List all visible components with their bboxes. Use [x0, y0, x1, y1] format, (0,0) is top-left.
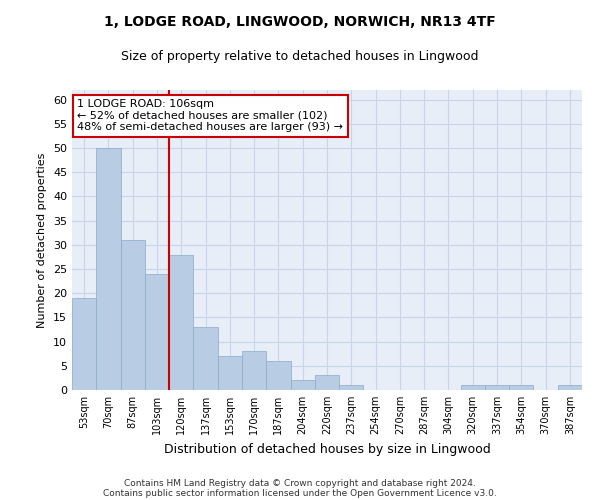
Text: 1 LODGE ROAD: 106sqm
← 52% of detached houses are smaller (102)
48% of semi-deta: 1 LODGE ROAD: 106sqm ← 52% of detached h… [77, 99, 343, 132]
Bar [96, 148, 121, 390]
Bar [218, 356, 242, 390]
Bar [193, 327, 218, 390]
Text: 1, LODGE ROAD, LINGWOOD, NORWICH, NR13 4TF: 1, LODGE ROAD, LINGWOOD, NORWICH, NR13 4… [104, 15, 496, 29]
Text: Contains public sector information licensed under the Open Government Licence v3: Contains public sector information licen… [103, 488, 497, 498]
Bar [461, 385, 485, 390]
Bar [485, 385, 509, 390]
Bar [242, 352, 266, 390]
Text: Contains HM Land Registry data © Crown copyright and database right 2024.: Contains HM Land Registry data © Crown c… [124, 478, 476, 488]
Bar [145, 274, 169, 390]
Bar [315, 376, 339, 390]
Bar [169, 254, 193, 390]
Bar [266, 361, 290, 390]
Bar [72, 298, 96, 390]
Bar [558, 385, 582, 390]
Bar [290, 380, 315, 390]
Y-axis label: Number of detached properties: Number of detached properties [37, 152, 47, 328]
Bar [339, 385, 364, 390]
X-axis label: Distribution of detached houses by size in Lingwood: Distribution of detached houses by size … [164, 442, 490, 456]
Bar [509, 385, 533, 390]
Text: Size of property relative to detached houses in Lingwood: Size of property relative to detached ho… [121, 50, 479, 63]
Bar [121, 240, 145, 390]
